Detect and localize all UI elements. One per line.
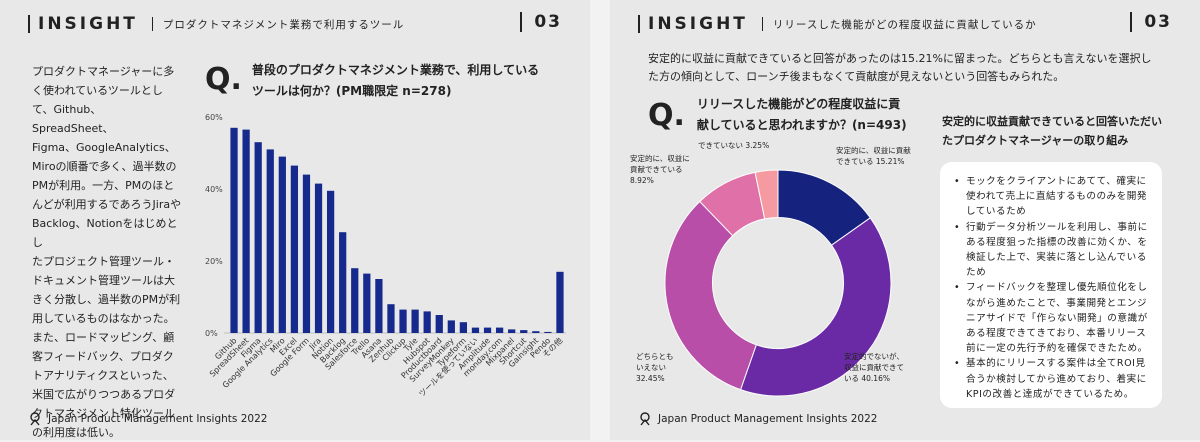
header-bar: [28, 15, 30, 33]
right-footer: Japan Product Management Insights 2022: [638, 412, 877, 426]
bar: [326, 190, 335, 333]
bar: [375, 279, 383, 333]
bar: [242, 129, 250, 333]
left-panel: INSIGHT プロダクトマネジメント業務で利用するツール 03 プロダクトマネ…: [0, 0, 590, 440]
donut-slice: [739, 217, 892, 397]
donut-slice: [664, 200, 757, 391]
y-tick-label: 40%: [205, 185, 223, 194]
bar: [399, 309, 407, 333]
header-title: INSIGHT: [38, 14, 138, 34]
bar: [556, 271, 564, 333]
bar: [471, 327, 480, 333]
header-subtitle: プロダクトマネジメント業務で利用するツール: [162, 18, 405, 31]
slice-label: 収益インパクトが把握できていない 3.25%: [698, 140, 773, 150]
slice-label: 安定的でないが、収益に貢献できている 40.16%: [844, 351, 904, 383]
bullet-dot: •: [954, 358, 961, 370]
bar: [254, 142, 262, 333]
side-title: 安定的に収益貢献できていると回答いただい たプロダクトマネージャーの取り組み: [942, 115, 1162, 147]
bullet-item: • 基本的にリリースする案件は全てROI見合うか検討してから進めており、着実にKP…: [954, 356, 1150, 402]
donut-slice: [754, 169, 779, 220]
bullet-dot: •: [954, 176, 961, 187]
bar: [302, 174, 311, 333]
question-text: リリースした機能がどの程度収益に貢 献していると思われますか？(n=493): [696, 97, 907, 132]
question-mark: Q.: [205, 62, 242, 97]
bar: [351, 268, 359, 333]
bullet-card: • モックをクライアントにあてて、確実に使われて売上に直結するもののみを開発してい…: [940, 162, 1162, 408]
bar: [544, 331, 552, 333]
header-bar: [638, 15, 640, 33]
bar: [508, 329, 516, 333]
bar: [278, 156, 286, 333]
footer-text: Japan Product Management Insights 2022: [48, 413, 268, 425]
right-header: INSIGHT リリースした機能がどの程度収益に貢献しているか 03: [638, 10, 1172, 38]
bar: [459, 322, 468, 333]
header-separator: [761, 17, 763, 31]
question-block: Q. 普段のプロダクトマネジメント業務で、利用している ツールは何か？(PM職限…: [205, 60, 539, 102]
bar: [387, 304, 395, 333]
question-mark: Q.: [648, 98, 685, 133]
bullet-text: 基本的にリリースする案件は全てROI見合うか検討してから進めており、着実にKPI…: [966, 358, 1147, 400]
logo-icon: [30, 412, 40, 426]
page-number: 03: [520, 12, 562, 32]
bullet-dot: •: [954, 282, 961, 294]
header-title: INSIGHT: [648, 14, 748, 34]
bullet-item: • フィードバックを整理し優先順位化をしながら進めたことで、事業開発とエンジニアサ…: [954, 280, 1150, 356]
donut-chart: 安定的に、収益に貢献できている 15.21% 安定的でないが、収益に貢献できている…: [630, 140, 911, 397]
page-number: 03: [1130, 12, 1172, 32]
right-panel: INSIGHT リリースした機能がどの程度収益に貢献しているか 03 安定的に収…: [610, 0, 1200, 440]
y-tick-label: 60%: [205, 113, 223, 122]
left-footer: Japan Product Management Insights 2022: [28, 412, 267, 426]
bar: [363, 273, 371, 333]
bar: [447, 320, 455, 333]
y-tick-label: 0%: [205, 329, 218, 338]
bullet-text: 行動データ分析ツールを利用し、事前にある程度狙った指標の改善に効くか、を検証した…: [966, 221, 1148, 279]
header-subtitle: リリースした機能がどの程度収益に貢献しているか: [772, 18, 1037, 31]
bar: [411, 309, 419, 333]
question-block: Q. リリースした機能がどの程度収益に貢 献していると思われますか？(n=493…: [648, 94, 907, 138]
question-text: 普段のプロダクトマネジメント業務で、利用している ツールは何か？(PM職限定 n…: [251, 63, 540, 98]
bullet-dot: •: [954, 221, 961, 233]
intro-text: 安定的に収益に貢献できていると回答があったのは15.21%に留まった。どちらとも…: [648, 52, 1152, 83]
bullet-item: • モックをクライアントにあてて、確実に使われて売上に直結するもののみを開発してい…: [954, 174, 1150, 220]
body-text: プロダクトマネージャーに多 く使われているツールとし て、Github、Spre…: [32, 65, 182, 439]
footer-text: Japan Product Management Insights 2022: [658, 413, 878, 425]
bullet-text: モックをクライアントにあてて、確実に使われて売上に直結するもののみを開発している…: [966, 176, 1147, 218]
bullet-text: フィードバックを整理し優先順位化をしながら進めたことで、事業開発とエンジニアサイ…: [966, 282, 1148, 355]
bar: [423, 311, 431, 333]
bar: [266, 149, 274, 333]
bar-chart: 0%20%40%60%GithubSpreadSheetFigmaGoogle …: [205, 113, 566, 399]
y-tick-label: 20%: [205, 257, 223, 266]
logo-icon: [640, 412, 650, 426]
bar: [532, 331, 540, 333]
bullet-item: • 行動データ分析ツールを利用し、事前にある程度狙った指標の改善に効くか、を検証し…: [954, 220, 1150, 281]
bar: [314, 183, 323, 333]
slice-label: どちらともいえない 32.45%: [636, 352, 674, 383]
bar: [290, 165, 299, 333]
bar: [435, 315, 443, 333]
bar: [230, 127, 238, 333]
left-header: INSIGHT プロダクトマネジメント業務で利用するツール 03: [28, 10, 562, 38]
bar: [483, 327, 492, 333]
header-separator: [151, 17, 153, 31]
bullet-list: • モックをクライアントにあてて、確実に使われて売上に直結するもののみを開発してい…: [954, 174, 1150, 402]
slice-label: 安定的に、収益に貢献できている 15.21%: [836, 145, 911, 166]
bar: [520, 330, 528, 333]
slice-label: 安定的に、収益に貢献できている 8.92%: [630, 153, 690, 185]
bar: [339, 232, 347, 333]
bar: [495, 327, 504, 333]
